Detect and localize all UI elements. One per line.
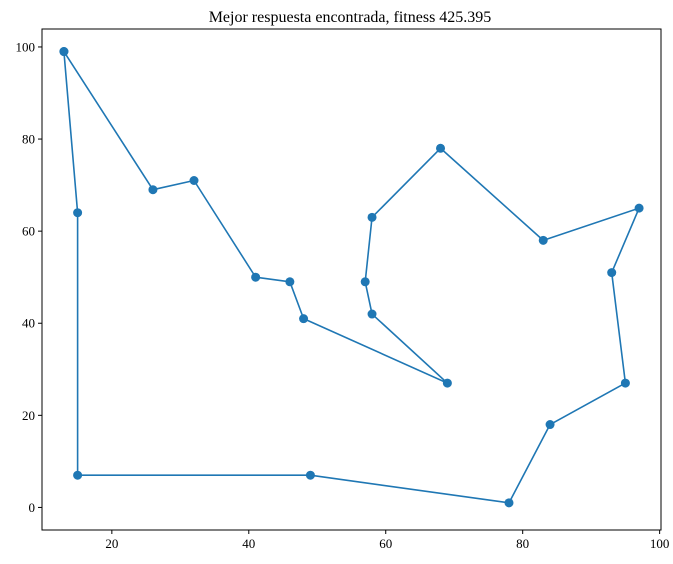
- data-point: [251, 272, 261, 282]
- data-point: [620, 378, 630, 388]
- data-point: [436, 143, 446, 153]
- data-point: [545, 420, 555, 430]
- x-tick-label: 60: [379, 536, 392, 551]
- data-point: [367, 309, 377, 319]
- x-tick-label: 20: [105, 536, 118, 551]
- x-axis: 20 40 60 80 100: [105, 530, 669, 551]
- y-tick-label: 40: [22, 316, 35, 331]
- y-tick-label: 0: [29, 500, 36, 515]
- data-point: [442, 378, 452, 388]
- data-point: [504, 498, 514, 508]
- x-tick-label: 100: [650, 536, 670, 551]
- chart-title: Mejor respuesta encontrada, fitness 425.…: [209, 9, 492, 26]
- data-point: [305, 470, 315, 480]
- data-point: [607, 268, 617, 278]
- y-tick-label: 20: [22, 408, 35, 423]
- route-line: [63, 51, 640, 504]
- y-tick-label: 60: [22, 224, 35, 239]
- data-point: [285, 277, 295, 287]
- plot-frame: [41, 28, 662, 531]
- series-layer: [59, 47, 644, 508]
- data-point: [73, 470, 83, 480]
- data-point: [538, 235, 548, 245]
- x-tick-label: 40: [242, 536, 255, 551]
- y-axis: 0 20 40 60 80 100: [16, 39, 42, 515]
- data-point: [299, 314, 309, 324]
- y-tick-label: 100: [16, 39, 36, 54]
- data-point: [73, 208, 83, 218]
- data-point: [59, 47, 69, 57]
- data-point: [148, 185, 158, 195]
- y-tick-label: 80: [22, 132, 35, 147]
- x-tick-label: 80: [516, 536, 529, 551]
- data-point: [360, 277, 370, 287]
- data-point: [367, 212, 377, 222]
- data-point: [634, 203, 644, 213]
- data-point: [189, 176, 199, 185]
